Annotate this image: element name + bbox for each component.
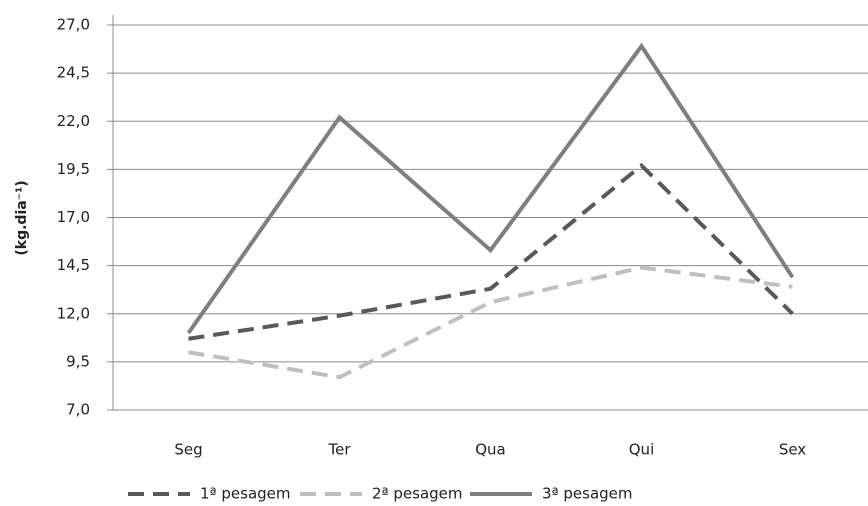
y-tick-label: 12,0 (57, 304, 90, 322)
legend-label: 2ª pesagem (372, 485, 463, 503)
y-tick-label: 9,5 (66, 352, 90, 370)
data-line (188, 162, 794, 341)
y-tick-label: 17,0 (57, 208, 90, 226)
x-tick-label: Qui (629, 441, 654, 459)
data-line (188, 265, 793, 380)
y-tick-label: 24,5 (57, 64, 90, 82)
y-tick-label: 22,0 (57, 112, 90, 130)
x-tick-label: Qua (475, 441, 506, 459)
legend-label: 3ª pesagem (542, 485, 633, 503)
y-axis-label: (kg.dia⁻¹) (14, 180, 30, 255)
y-tick-label: 7,0 (66, 401, 90, 419)
data-line (186, 42, 795, 335)
x-tick-label: Seg (174, 441, 202, 459)
x-tick-label: Ter (327, 441, 351, 459)
legend-label: 1ª pesagem (200, 485, 291, 503)
y-tick-label: 19,5 (57, 160, 90, 178)
x-tick-label: Sex (779, 441, 806, 459)
y-tick-label: 14,5 (57, 256, 90, 274)
y-tick-label: 27,0 (57, 16, 90, 34)
